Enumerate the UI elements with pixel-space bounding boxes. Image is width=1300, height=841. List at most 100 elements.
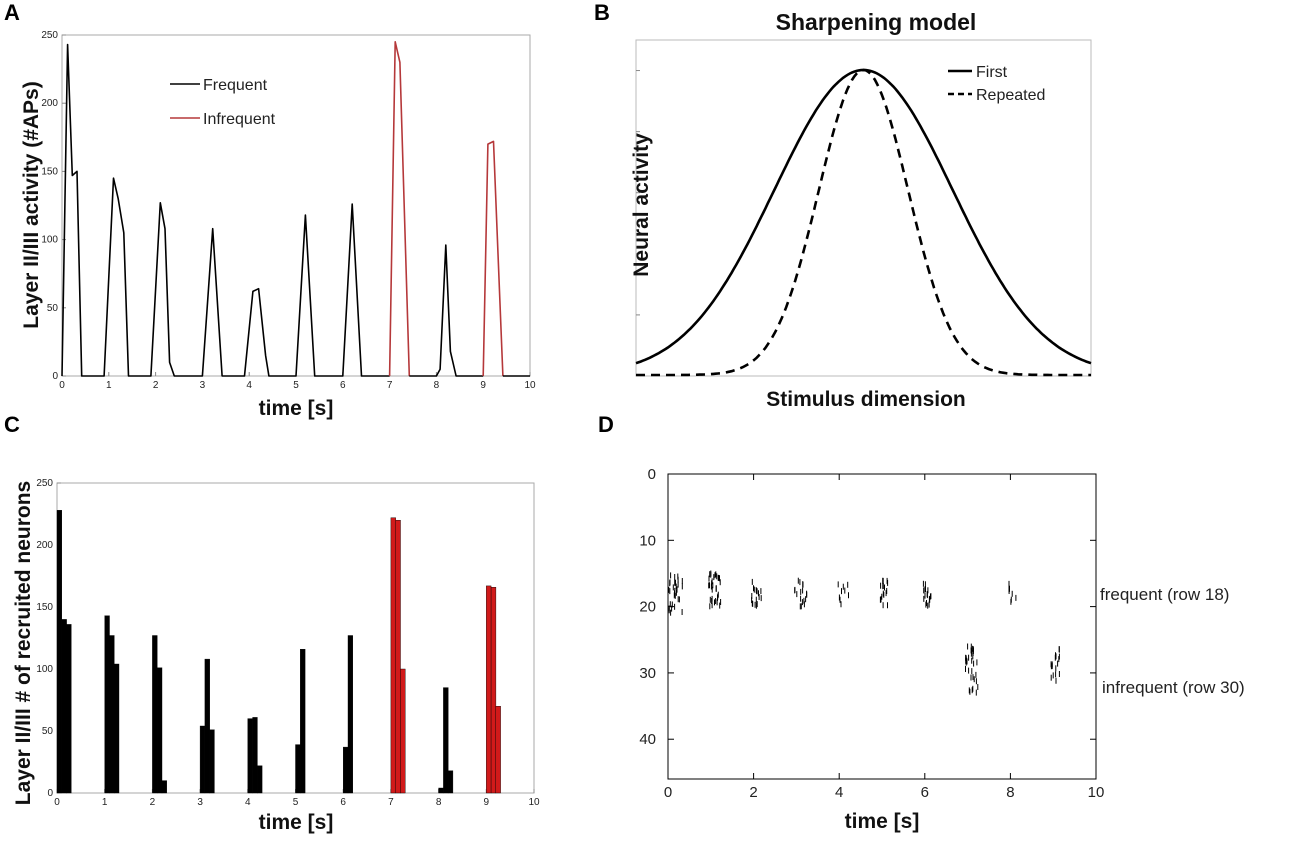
- panel-label-c: C: [4, 412, 20, 437]
- bar-frequent: [66, 624, 72, 794]
- bar-frequent: [247, 718, 253, 794]
- y-tick-label: 250: [36, 478, 53, 489]
- x-tick-label: 9: [484, 797, 490, 808]
- panel-c: C 0 50 100 150 200 250 0 1 2 3 4 5 6 7 8 9 10 time [s] …: [0, 410, 560, 836]
- bar-frequent: [257, 765, 263, 794]
- x-tick-label: 5: [293, 380, 299, 391]
- row-label-infrequent: infrequent (row 30): [1102, 678, 1245, 697]
- y-tick-label: 250: [41, 30, 58, 41]
- plot-frame-d: [667, 473, 1097, 780]
- panel-b: B Sharpening model First Repeated Stimul…: [590, 0, 1110, 420]
- panel-d: D 0 10 20 30 40 0 2 4 6 8 10 frequent (row 18) in…: [590, 410, 1300, 836]
- bar-frequent: [109, 635, 115, 794]
- series-infrequent-line: [482, 140, 504, 377]
- y-tick-label: 200: [36, 540, 53, 551]
- bar-frequent: [204, 658, 210, 794]
- bar-infrequent: [390, 517, 396, 794]
- y-tick-label: 100: [36, 664, 53, 675]
- x-axis-label-c: time [s]: [259, 811, 334, 834]
- legend-b: First Repeated: [948, 64, 1045, 104]
- x-tick-label: 0: [59, 380, 65, 391]
- bar-frequent: [152, 635, 158, 794]
- y-tick-label: 150: [41, 166, 58, 177]
- x-tick-label: 3: [200, 380, 206, 391]
- x-tick-label: 8: [1006, 784, 1014, 801]
- panel-label-b: B: [594, 0, 610, 25]
- x-axis-label-a: time [s]: [259, 397, 334, 420]
- x-axis-label-b: Stimulus dimension: [766, 388, 966, 411]
- y-tick-label: 20: [639, 599, 656, 616]
- series-frequent-line: [409, 244, 484, 377]
- legend-label-repeated: Repeated: [976, 87, 1045, 104]
- y-tick-label: 200: [41, 98, 58, 109]
- x-tick-label: 7: [387, 380, 393, 391]
- bar-frequent: [113, 663, 120, 794]
- x-tick-label: 2: [150, 797, 156, 808]
- y-tick-label: 100: [41, 235, 58, 246]
- bar-infrequent: [486, 585, 492, 794]
- chart-b: B Sharpening model First Repeated Stimul…: [594, 0, 1092, 411]
- x-tick-label: 1: [102, 797, 108, 808]
- chart-a: A 0 50 100 150 200 250 0 1 2 3 4 5 6 7 8 9 10 Frequent …: [4, 0, 536, 420]
- chart-title-b: Sharpening model: [776, 9, 977, 35]
- y-axis-label-b: Neural activity: [630, 133, 653, 277]
- bar-frequent: [300, 648, 306, 794]
- x-tick-label: 10: [1088, 784, 1105, 801]
- x-tick-label: 0: [54, 797, 60, 808]
- legend-label-frequent: Frequent: [203, 77, 268, 94]
- legend-label-first: First: [976, 64, 1008, 81]
- plot-frame-b: [635, 39, 1092, 377]
- x-tick-label: 10: [524, 380, 536, 391]
- y-tick-label: 150: [36, 602, 53, 613]
- bar-frequent: [209, 729, 215, 794]
- panel-label-d: D: [598, 412, 614, 437]
- x-tick-label: 5: [293, 797, 299, 808]
- x-tick-label: 6: [921, 784, 929, 801]
- bar-frequent: [343, 746, 349, 794]
- x-tick-label: 10: [528, 797, 540, 808]
- bar-frequent: [199, 725, 206, 794]
- y-tick-label: 10: [639, 532, 656, 549]
- bar-frequent: [438, 787, 444, 794]
- x-tick-label: 6: [340, 380, 346, 391]
- x-tick-label: 1: [106, 380, 112, 391]
- legend-a: Frequent Infrequent: [170, 77, 276, 128]
- y-tick-label: 40: [639, 731, 656, 748]
- x-tick-label: 4: [246, 380, 252, 391]
- y-axis-label-c: Layer II/III # of recruited neurons: [12, 481, 35, 805]
- bar-infrequent: [400, 668, 406, 794]
- y-tick-label: 50: [42, 726, 54, 737]
- y-tick-label: 0: [47, 788, 53, 799]
- chart-d: D 0 10 20 30 40 0 2 4 6 8 10 frequent (row 18) in…: [598, 412, 1245, 833]
- bar-frequent: [104, 615, 110, 794]
- x-tick-label: 4: [835, 784, 843, 801]
- row-label-frequent: frequent (row 18): [1100, 585, 1229, 604]
- y-tick-label: 0: [648, 466, 656, 483]
- panel-label-a: A: [4, 0, 20, 25]
- plot-frame-a: [61, 34, 531, 377]
- legend-label-infrequent: Infrequent: [203, 111, 276, 128]
- bar-frequent: [61, 619, 67, 794]
- x-tick-label: 4: [245, 797, 251, 808]
- y-tick-label: 30: [639, 665, 656, 682]
- y-tick-label: 0: [52, 371, 58, 382]
- bar-frequent: [447, 770, 454, 794]
- bar-frequent: [443, 687, 449, 794]
- bar-frequent: [156, 667, 163, 794]
- bar-frequent: [295, 744, 301, 794]
- y-axis-label-a: Layer II/III activity (#APs): [20, 81, 43, 328]
- curve-repeated: [636, 68, 1091, 377]
- series-infrequent-line: [388, 40, 411, 377]
- bar-infrequent: [495, 706, 501, 794]
- bar-frequent: [56, 510, 63, 794]
- bar-infrequent: [395, 519, 401, 794]
- x-tick-label: 6: [340, 797, 346, 808]
- y-tick-label: 50: [47, 303, 59, 314]
- x-tick-label: 2: [749, 784, 757, 801]
- panel-a: A 0 50 100 150 200 250 0 1 2 3 4 5 6 7 8 9 10 Frequent …: [0, 0, 560, 420]
- x-tick-label: 0: [664, 784, 672, 801]
- bar-frequent: [347, 635, 354, 794]
- x-tick-label: 3: [197, 797, 203, 808]
- series-frequent-line: [61, 43, 390, 377]
- x-tick-label: 2: [153, 380, 159, 391]
